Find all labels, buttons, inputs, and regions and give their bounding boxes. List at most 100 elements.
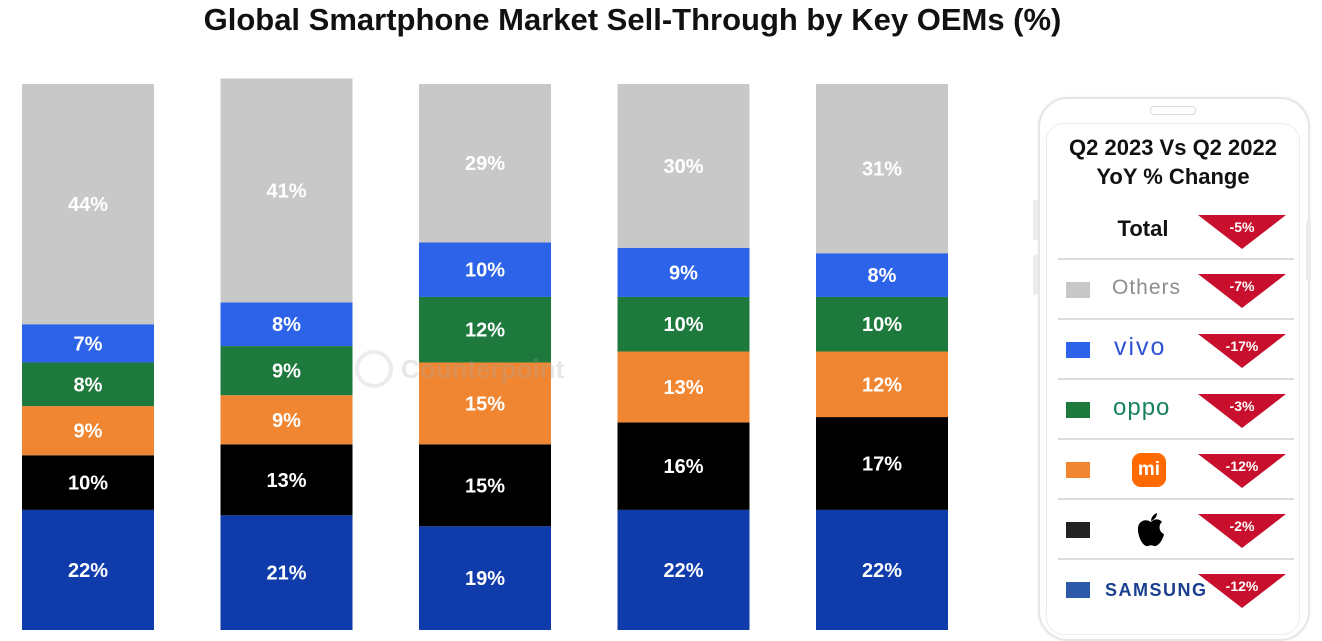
data-label-samsung-1: 22% bbox=[68, 560, 108, 582]
down-arrow-icon bbox=[1198, 215, 1286, 249]
data-label-samsung-2: 21% bbox=[266, 563, 306, 585]
yoy-change-vivo: -17% bbox=[1198, 334, 1286, 368]
yoy-change-xiaomi: -12% bbox=[1198, 454, 1286, 488]
legend-brand-oppo: oppo bbox=[1113, 394, 1171, 421]
bar-segment-oppo-1 bbox=[22, 362, 154, 407]
bar-segment-vivo-3 bbox=[419, 242, 551, 297]
legend-brand-vivo: vivo bbox=[1114, 333, 1167, 361]
bar-segment-apple-4 bbox=[617, 422, 750, 510]
down-arrow-icon bbox=[1198, 574, 1286, 608]
phone-side-button-icon bbox=[1306, 220, 1311, 280]
down-arrow-icon bbox=[1198, 394, 1286, 428]
data-label-oppo-3: 12% bbox=[465, 320, 505, 342]
phone-side-button-icon bbox=[1033, 200, 1038, 240]
data-label-oppo-1: 8% bbox=[74, 374, 103, 396]
yoy-change-total: -5% bbox=[1198, 215, 1286, 249]
yoy-change-apple: -2% bbox=[1198, 514, 1286, 548]
yoy-change-samsung-label: -12% bbox=[1225, 578, 1259, 594]
bar-segment-apple-2 bbox=[220, 444, 353, 516]
data-label-apple-2: 13% bbox=[266, 470, 306, 492]
stacked-bar-chart: 22% 10% 9% 8% 7% 44% 21% 13% 9% 9% 8% 41% 19% 15% 15% 1… bbox=[22, 78, 948, 630]
legend-swatch-xiaomi bbox=[1066, 462, 1090, 478]
data-label-others-1: 44% bbox=[68, 194, 108, 216]
legend-row-total: Total -5% bbox=[1058, 198, 1294, 258]
chart-title: Global Smartphone Market Sell-Through by… bbox=[203, 2, 1062, 37]
bar-segment-xiaomi-3 bbox=[419, 362, 551, 445]
data-label-xiaomi-4: 13% bbox=[663, 377, 703, 399]
bar-segment-xiaomi-4 bbox=[617, 351, 750, 423]
legend-swatch-others bbox=[1066, 282, 1090, 298]
bar-segment-xiaomi-1 bbox=[22, 406, 154, 456]
data-label-vivo-2: 8% bbox=[272, 314, 301, 336]
legend-heading-line2: YoY % Change bbox=[1096, 164, 1250, 189]
data-label-apple-1: 10% bbox=[68, 473, 108, 495]
legend-brand-samsung: SAMSUNG bbox=[1105, 580, 1208, 600]
legend-swatch-samsung bbox=[1066, 582, 1090, 598]
yoy-change-vivo-label: -17% bbox=[1225, 338, 1259, 354]
legend-row-samsung: SAMSUNG -12% bbox=[1058, 558, 1294, 620]
data-label-vivo-1: 7% bbox=[74, 333, 103, 355]
bar-segment-samsung-3 bbox=[419, 526, 551, 630]
yoy-change-oppo-label: -3% bbox=[1229, 398, 1255, 414]
data-label-samsung-5: 22% bbox=[862, 560, 902, 582]
bar-segment-apple-1 bbox=[22, 455, 154, 510]
bar-segment-oppo-5 bbox=[816, 296, 948, 352]
data-label-others-5: 31% bbox=[862, 159, 902, 181]
bar-segment-vivo-1 bbox=[22, 324, 154, 363]
legend-row-apple: -2% bbox=[1058, 498, 1294, 560]
bar-segment-vivo-5 bbox=[816, 253, 948, 297]
data-label-samsung-3: 19% bbox=[465, 568, 505, 590]
phone-side-button-icon bbox=[1033, 255, 1038, 295]
legend-row-oppo: oppo -3% bbox=[1058, 378, 1294, 440]
legend-brand-xiaomi-logo: mi bbox=[1132, 453, 1166, 487]
bar-segment-others-3 bbox=[419, 84, 551, 243]
data-label-apple-3: 15% bbox=[465, 475, 505, 497]
bar-segment-samsung-4 bbox=[617, 509, 750, 630]
legend-brand-others: Others bbox=[1112, 276, 1182, 299]
bar-segment-others-5 bbox=[816, 84, 948, 254]
down-arrow-icon bbox=[1198, 274, 1286, 308]
bar-segment-xiaomi-5 bbox=[816, 351, 948, 418]
data-label-apple-5: 17% bbox=[862, 453, 902, 475]
bar-segment-xiaomi-2 bbox=[220, 395, 353, 445]
data-label-xiaomi-3: 15% bbox=[465, 393, 505, 415]
data-label-xiaomi-2: 9% bbox=[272, 410, 301, 432]
bar-segment-others-4 bbox=[617, 84, 750, 248]
apple-logo-icon bbox=[1137, 513, 1164, 547]
data-label-vivo-3: 10% bbox=[465, 260, 505, 282]
data-label-others-2: 41% bbox=[266, 180, 306, 202]
yoy-change-total-label: -5% bbox=[1229, 219, 1255, 235]
data-label-oppo-4: 10% bbox=[663, 314, 703, 336]
yoy-change-xiaomi-label: -12% bbox=[1225, 458, 1259, 474]
bar-segment-others-2 bbox=[220, 78, 353, 303]
yoy-change-apple-label: -2% bbox=[1229, 518, 1255, 534]
data-label-samsung-4: 22% bbox=[663, 560, 703, 582]
bar-segment-samsung-2 bbox=[220, 515, 353, 630]
legend-row-others: Others -7% bbox=[1058, 258, 1294, 320]
bar-segment-vivo-4 bbox=[617, 247, 750, 297]
bar-segment-vivo-2 bbox=[220, 302, 353, 347]
yoy-change-others-label: -7% bbox=[1229, 278, 1255, 294]
data-label-xiaomi-1: 9% bbox=[74, 421, 103, 443]
data-label-others-3: 29% bbox=[465, 153, 505, 175]
data-label-others-4: 30% bbox=[663, 156, 703, 178]
yoy-change-oppo: -3% bbox=[1198, 394, 1286, 428]
legend-row-xiaomi: mi -12% bbox=[1058, 438, 1294, 500]
legend-row-vivo: vivo -17% bbox=[1058, 318, 1294, 380]
data-label-oppo-2: 9% bbox=[272, 361, 301, 383]
bar-segment-others-1 bbox=[22, 84, 154, 325]
bar-segment-oppo-2 bbox=[220, 346, 353, 396]
yoy-change-samsung: -12% bbox=[1198, 574, 1286, 608]
bar-segment-apple-3 bbox=[419, 444, 551, 527]
data-label-vivo-4: 9% bbox=[669, 262, 698, 284]
down-arrow-icon bbox=[1198, 454, 1286, 488]
legend-heading: Q2 2023 Vs Q2 2022 YoY % Change bbox=[1055, 133, 1291, 191]
yoy-change-others: -7% bbox=[1198, 274, 1286, 308]
legend-swatch-vivo bbox=[1066, 342, 1090, 358]
data-label-oppo-5: 10% bbox=[862, 314, 902, 336]
legend-swatch-apple bbox=[1066, 522, 1090, 538]
bar-segment-oppo-4 bbox=[617, 296, 750, 352]
legend-swatch-oppo bbox=[1066, 402, 1090, 418]
data-label-xiaomi-5: 12% bbox=[862, 374, 902, 396]
legend-total-label: Total bbox=[1117, 216, 1169, 241]
